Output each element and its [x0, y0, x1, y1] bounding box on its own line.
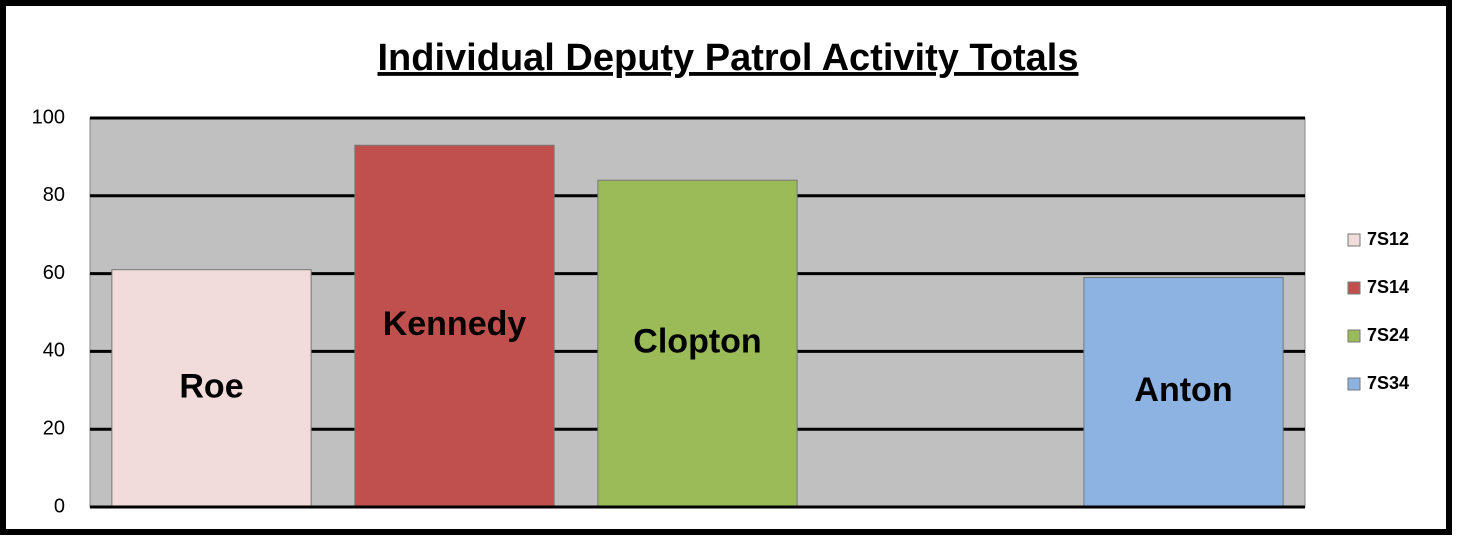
- bar: [354, 144, 555, 508]
- legend-label: 7S24: [1367, 325, 1409, 345]
- legend-label: 7S34: [1367, 373, 1409, 393]
- bar: [597, 179, 798, 508]
- bar-label: Clopton: [633, 323, 761, 361]
- y-tick-label: 20: [43, 417, 65, 439]
- y-tick-label: 0: [54, 495, 65, 517]
- y-tick-label: 40: [43, 340, 65, 362]
- bar-label: Anton: [1134, 371, 1232, 409]
- bar: [111, 269, 312, 508]
- y-tick-label: 100: [32, 106, 65, 128]
- legend-swatch: [1347, 233, 1361, 247]
- legend-swatch: [1347, 329, 1361, 343]
- legend-swatch: [1347, 377, 1361, 391]
- y-tick-label: 80: [43, 184, 65, 206]
- legend-label: 7S12: [1367, 229, 1409, 249]
- y-tick-label: 60: [43, 262, 65, 284]
- bar-label: Kennedy: [383, 305, 527, 343]
- bar-label: Roe: [179, 367, 243, 405]
- chart-title: Individual Deputy Patrol Activity Totals: [378, 37, 1079, 79]
- bar: [1083, 276, 1284, 508]
- legend-label: 7S14: [1367, 277, 1409, 297]
- legend-swatch: [1347, 281, 1361, 295]
